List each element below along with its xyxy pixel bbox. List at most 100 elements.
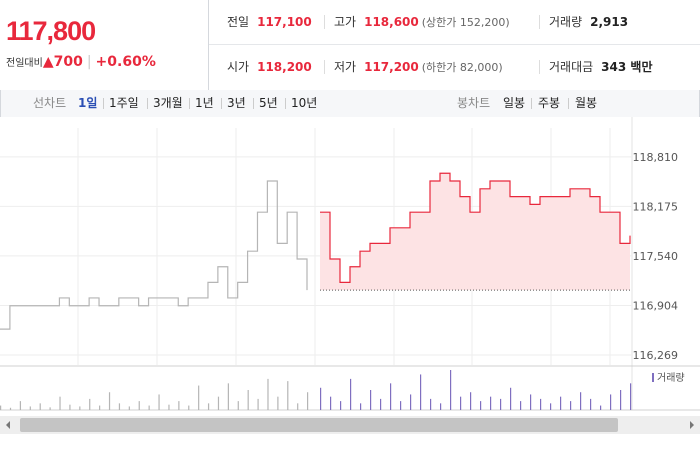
volume-bar (390, 383, 392, 410)
volume-bar (188, 405, 190, 410)
quote-note: (상한가 152,200) (421, 16, 510, 29)
volume-bar (59, 396, 61, 410)
volume-bar (178, 401, 180, 410)
volume-bar (560, 396, 562, 410)
price-box: 117,800 전일대비▲700 | +0.60% (0, 0, 209, 90)
volume-bar (380, 398, 382, 410)
volume-bar (630, 383, 632, 410)
volume-bar (350, 378, 352, 410)
volume-bar (198, 385, 200, 410)
legend-swatch (652, 373, 654, 382)
volume-bar (620, 390, 622, 410)
volume-bar (500, 398, 502, 410)
y-tick-label: 116,904 (633, 299, 679, 312)
quote-cell: 시가 118,200 (227, 45, 312, 89)
separator (253, 98, 254, 109)
volume-bar (227, 383, 229, 410)
separator (189, 98, 190, 109)
volume-bar (480, 401, 482, 410)
period-button[interactable]: 3개월 (153, 96, 183, 110)
volume-bar (320, 387, 322, 410)
period-button[interactable]: 1주일 (109, 96, 139, 110)
volume-bar (460, 396, 462, 410)
volume-bar (79, 406, 81, 410)
quote-value: 118,600 (364, 15, 419, 29)
volume-bar (490, 396, 492, 410)
volume-bar (158, 394, 160, 410)
volume-bar (550, 403, 552, 410)
y-tick-label: 118,810 (633, 151, 679, 164)
volume-bar (108, 392, 111, 410)
period-button[interactable]: 5년 (259, 96, 278, 110)
volume-bar (128, 406, 130, 410)
volume-bar (89, 398, 91, 410)
scroll-right[interactable] (690, 421, 694, 429)
change: 전일대비▲700 | +0.60% (6, 54, 156, 70)
volume-bar (570, 401, 572, 410)
separator (285, 98, 286, 109)
volume-bar (237, 401, 239, 410)
volume-bar (340, 401, 342, 410)
volume-bar (69, 404, 71, 410)
separator (531, 98, 532, 109)
volume-bar (400, 401, 402, 410)
candle-button[interactable]: 일봉 (503, 96, 526, 110)
toolbar-heading: 봉차트 (457, 96, 491, 110)
quote-value: 117,200 (364, 60, 419, 74)
separator (221, 98, 222, 109)
volume-bar (49, 407, 51, 410)
quote-cell: 거래대금 343 백만 (549, 45, 652, 89)
quote-label: 고가 (334, 15, 357, 29)
period-button[interactable]: 3년 (227, 96, 246, 110)
y-tick-label: 116,269 (633, 349, 679, 362)
candle-button[interactable]: 주봉 (538, 96, 561, 110)
quote-cell: 거래량 2,913 (549, 0, 628, 44)
header: 117,800 전일대비▲700 | +0.60% 전일 117,100 고가 118,6… (0, 0, 700, 91)
volume-bar (0, 405, 2, 410)
period-button[interactable]: 10년 (291, 96, 318, 110)
quote-label: 전일 (227, 15, 250, 29)
quote-value: 117,100 (257, 15, 312, 29)
volume-bar (410, 394, 412, 410)
quote-label: 시가 (227, 60, 250, 74)
scroll-left[interactable] (6, 421, 10, 429)
volume-bar (138, 401, 140, 410)
area-fill (320, 173, 630, 291)
volume-bar (590, 398, 592, 410)
change-value: 700 (53, 54, 83, 70)
change-percent: +0.60% (95, 54, 156, 70)
volume-bar (118, 403, 121, 410)
period-button[interactable]: 1일 (78, 96, 98, 110)
volume-bar (257, 398, 259, 410)
volume-bar (430, 398, 432, 410)
divider (539, 60, 540, 74)
volume-bar (297, 403, 299, 410)
volume-bar (148, 405, 150, 410)
separator (103, 98, 104, 109)
separator (147, 98, 148, 109)
divider (539, 15, 540, 29)
volume-bar (307, 392, 309, 410)
y-tick-label: 117,540 (633, 250, 679, 263)
volume-bar (217, 396, 220, 410)
up-arrow: ▲ (42, 54, 54, 70)
volume-bar (360, 403, 362, 410)
separator (568, 98, 569, 109)
quote-row: 전일 117,100 고가 118,600 (상한가 152,200) 거래량 2,913 (209, 0, 700, 45)
period-button[interactable]: 1년 (195, 96, 214, 110)
volume-bar (600, 405, 602, 410)
candle-button[interactable]: 월봉 (575, 96, 598, 110)
volume-bar (530, 394, 532, 410)
price-line (0, 180, 308, 330)
volume-bar (510, 387, 512, 410)
scroll-thumb[interactable] (20, 418, 618, 432)
divider (324, 15, 325, 29)
volume-bar (470, 392, 472, 410)
y-tick-label: 118,175 (633, 200, 679, 213)
volume-bar (287, 381, 289, 410)
divider (324, 60, 325, 74)
quote-value: 2,913 (590, 15, 629, 29)
quote-row: 시가 118,200 저가 117,200 (하한가 82,000) 거래대금 343 백만 (209, 45, 700, 89)
